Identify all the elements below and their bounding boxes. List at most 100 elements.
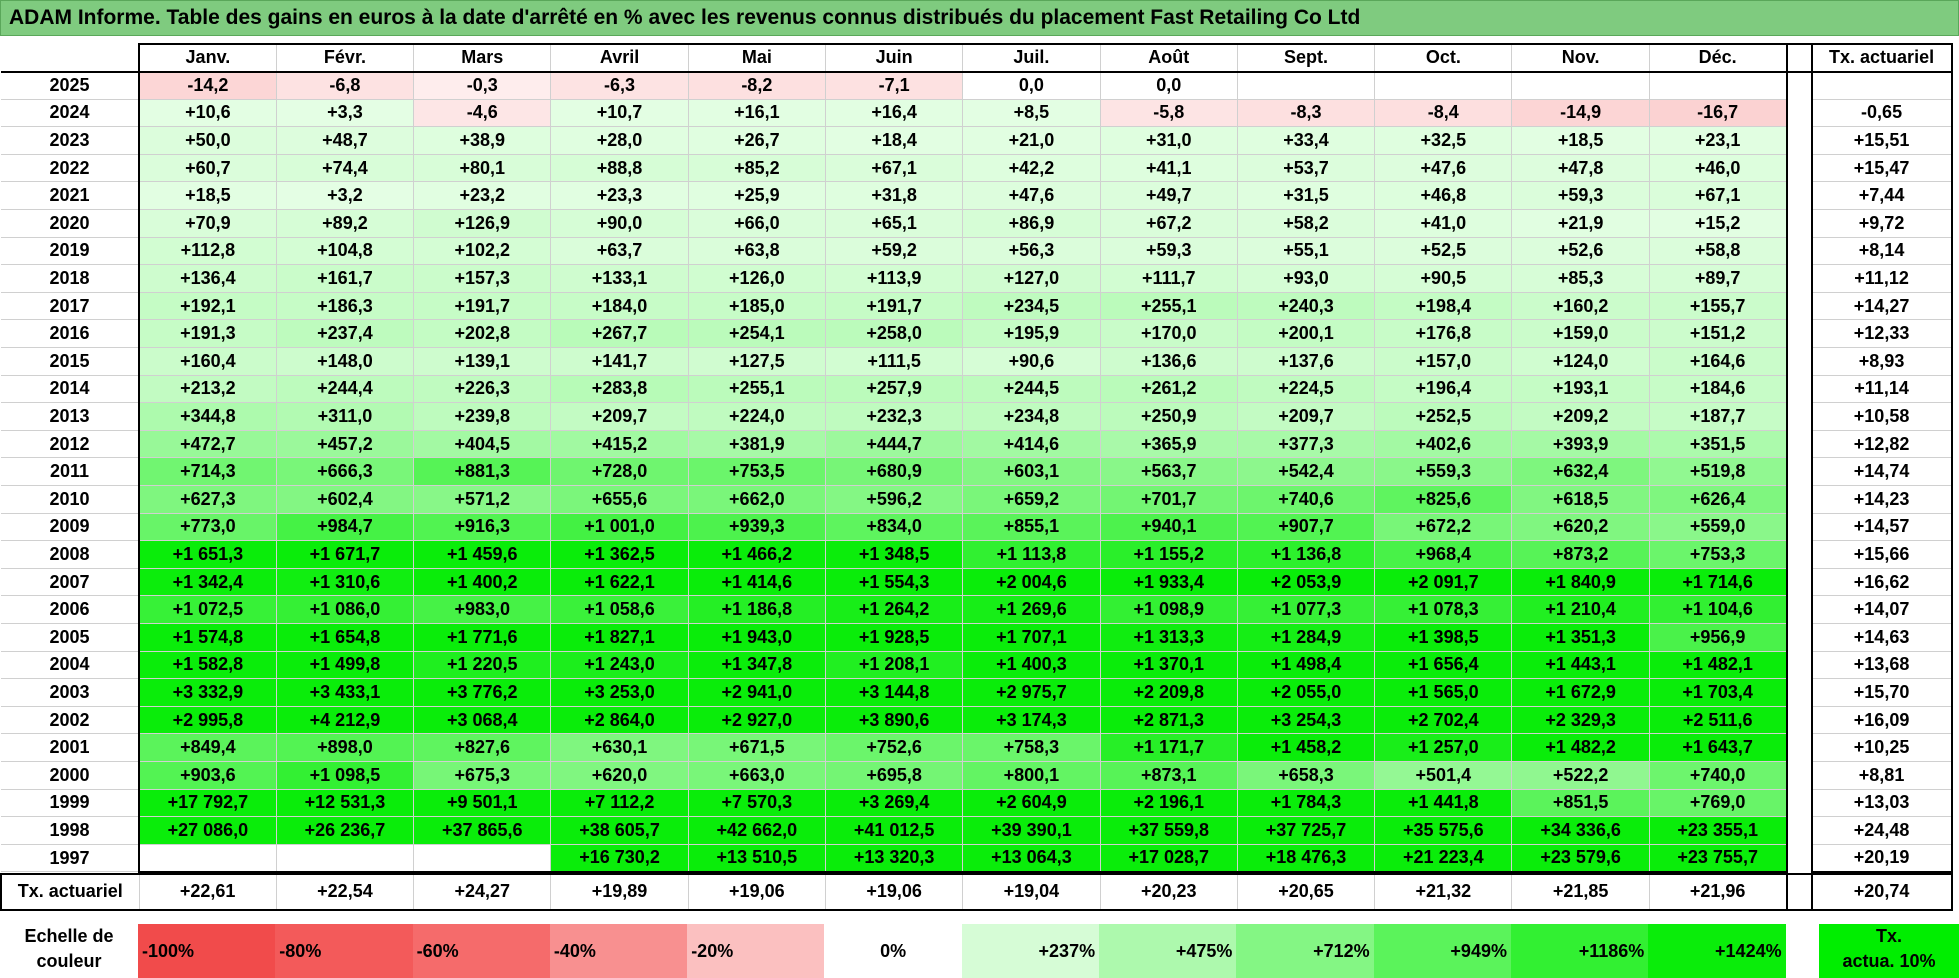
value-cell: +104,8	[275, 236, 415, 266]
year-label: 2022	[1, 153, 140, 183]
value-cell: +377,3	[1236, 429, 1376, 459]
value-cell: +1 001,0	[550, 512, 689, 542]
value-cell: +701,7	[1099, 485, 1238, 514]
value-cell: +3 174,3	[962, 705, 1101, 735]
year-label: 2024	[1, 98, 140, 128]
value-cell: +13 320,3	[824, 843, 964, 873]
value-cell: +3 332,9	[137, 678, 277, 707]
value-cell: +666,3	[275, 457, 415, 486]
value-cell: +90,6	[962, 347, 1101, 376]
column-gap	[1786, 264, 1812, 293]
value-cell: +773,0	[137, 512, 277, 542]
value-cell: +16,1	[687, 98, 826, 128]
column-gap	[1786, 319, 1812, 348]
value-cell: +255,1	[687, 374, 826, 404]
value-cell: +956,9	[1648, 622, 1788, 652]
color-scale-swatch: +475%	[1099, 924, 1237, 978]
table-row: 2017 +192,1 +186,3 +191,7 +184,0 +185,0 +191,7…	[1, 291, 1953, 321]
value-cell: +1 933,4	[1099, 567, 1238, 597]
header-row: Janv. Févr. Mars Avril Mai Juin Juil. Août Sept.…	[1, 43, 1953, 73]
value-cell: +47,6	[962, 181, 1101, 211]
value-cell: +88,8	[550, 153, 689, 183]
value-cell: +1 210,4	[1511, 595, 1650, 624]
value-cell: +714,3	[137, 457, 277, 486]
table-row: 2022 +60,7 +74,4 +80,1 +88,8 +85,2 +67,1 +42,2 +…	[1, 153, 1953, 183]
value-cell: -6,3	[550, 71, 689, 100]
value-cell: +3 068,4	[413, 705, 552, 735]
color-scale-swatch: +1186%	[1511, 924, 1649, 978]
value-cell: +111,5	[824, 347, 964, 376]
value-cell: +198,4	[1374, 291, 1513, 321]
value-cell: +1 362,5	[550, 540, 689, 569]
tx-actuariel-cell: +8,14	[1810, 236, 1953, 266]
tx-actuariel-cell: +11,14	[1810, 374, 1953, 404]
value-cell: +2 053,9	[1236, 567, 1376, 597]
tx-actuariel-cell: +10,25	[1810, 733, 1953, 762]
tx-actuariel-cell: +13,03	[1810, 788, 1953, 818]
value-cell: +234,8	[962, 402, 1101, 431]
column-gap	[1786, 595, 1812, 624]
value-cell: +402,6	[1374, 429, 1513, 459]
value-cell: +984,7	[275, 512, 415, 542]
value-cell: +50,0	[137, 126, 277, 155]
value-cell: +157,0	[1374, 347, 1513, 376]
color-scale-swatch: 0%	[824, 924, 962, 978]
table-row: 2016 +191,3 +237,4 +202,8 +267,7 +254,1 +258,0…	[1, 319, 1953, 349]
value-cell: +34 336,6	[1511, 816, 1650, 845]
value-cell: +559,3	[1374, 457, 1513, 486]
value-cell: +56,3	[962, 236, 1101, 266]
value-cell: +1 284,9	[1236, 622, 1376, 652]
value-cell: +800,1	[962, 760, 1101, 790]
value-cell: +404,5	[413, 429, 552, 459]
value-cell: +224,5	[1236, 374, 1376, 404]
value-cell: +252,5	[1374, 402, 1513, 431]
table-row: 2018 +136,4 +161,7 +157,3 +133,1 +126,0 +113,9…	[1, 264, 1953, 293]
value-cell: +111,7	[1099, 264, 1238, 293]
value-cell: +2 055,0	[1236, 678, 1376, 707]
value-cell: +32,5	[1374, 126, 1513, 155]
year-label: 1997	[1, 843, 140, 873]
value-cell: +1 104,6	[1648, 595, 1788, 624]
value-cell: +1 574,8	[137, 622, 277, 652]
value-cell: +90,0	[550, 209, 689, 238]
value-cell: +195,9	[962, 319, 1101, 349]
value-cell: +571,2	[413, 485, 552, 514]
totals-cell: +20,23	[1099, 872, 1238, 911]
value-cell: +1 264,2	[824, 595, 964, 624]
column-gap	[1786, 375, 1812, 403]
value-cell: +202,8	[413, 319, 552, 349]
value-cell: +191,7	[413, 291, 552, 321]
value-cell: +542,4	[1236, 457, 1376, 486]
value-cell: +393,9	[1511, 429, 1650, 459]
value-cell: +3,3	[275, 98, 415, 128]
value-cell: +17 792,7	[137, 788, 277, 818]
value-cell: +200,1	[1236, 319, 1376, 349]
table-row: 2007 +1 342,4 +1 310,6 +1 400,2 +1 622,1 +1 4…	[1, 567, 1953, 597]
value-cell: +176,8	[1374, 319, 1513, 349]
value-cell: +21,0	[962, 126, 1101, 155]
value-cell: +90,5	[1374, 264, 1513, 293]
value-cell: +1 622,1	[550, 567, 689, 597]
value-cell: +3 144,8	[824, 678, 964, 707]
color-scale-swatch: +712%	[1236, 924, 1374, 978]
value-cell: +113,9	[824, 264, 964, 293]
value-cell: +1 714,6	[1648, 567, 1788, 597]
value-cell: +457,2	[275, 429, 415, 459]
value-cell: +59,3	[1511, 181, 1650, 211]
value-cell: +851,5	[1511, 788, 1650, 818]
value-cell: +873,2	[1511, 540, 1650, 569]
value-cell: +365,9	[1099, 429, 1238, 459]
value-cell: +3 254,3	[1236, 705, 1376, 735]
value-cell: +192,1	[137, 291, 277, 321]
column-gap	[1786, 568, 1812, 596]
value-cell: +255,1	[1099, 291, 1238, 321]
value-cell: +1 466,2	[687, 540, 826, 569]
year-label: 2016	[1, 319, 140, 349]
year-label: 2017	[1, 291, 140, 321]
table-row: 2010 +627,3 +602,4 +571,2 +655,6 +662,0 +596,2…	[1, 485, 1953, 514]
table-row: 2004 +1 582,8 +1 499,8 +1 220,5 +1 243,0 +1 3…	[1, 650, 1953, 680]
value-cell: +1 554,3	[824, 567, 964, 597]
value-cell: +193,1	[1511, 374, 1650, 404]
year-label: 1999	[1, 788, 140, 818]
month-header: Févr.	[275, 43, 415, 73]
